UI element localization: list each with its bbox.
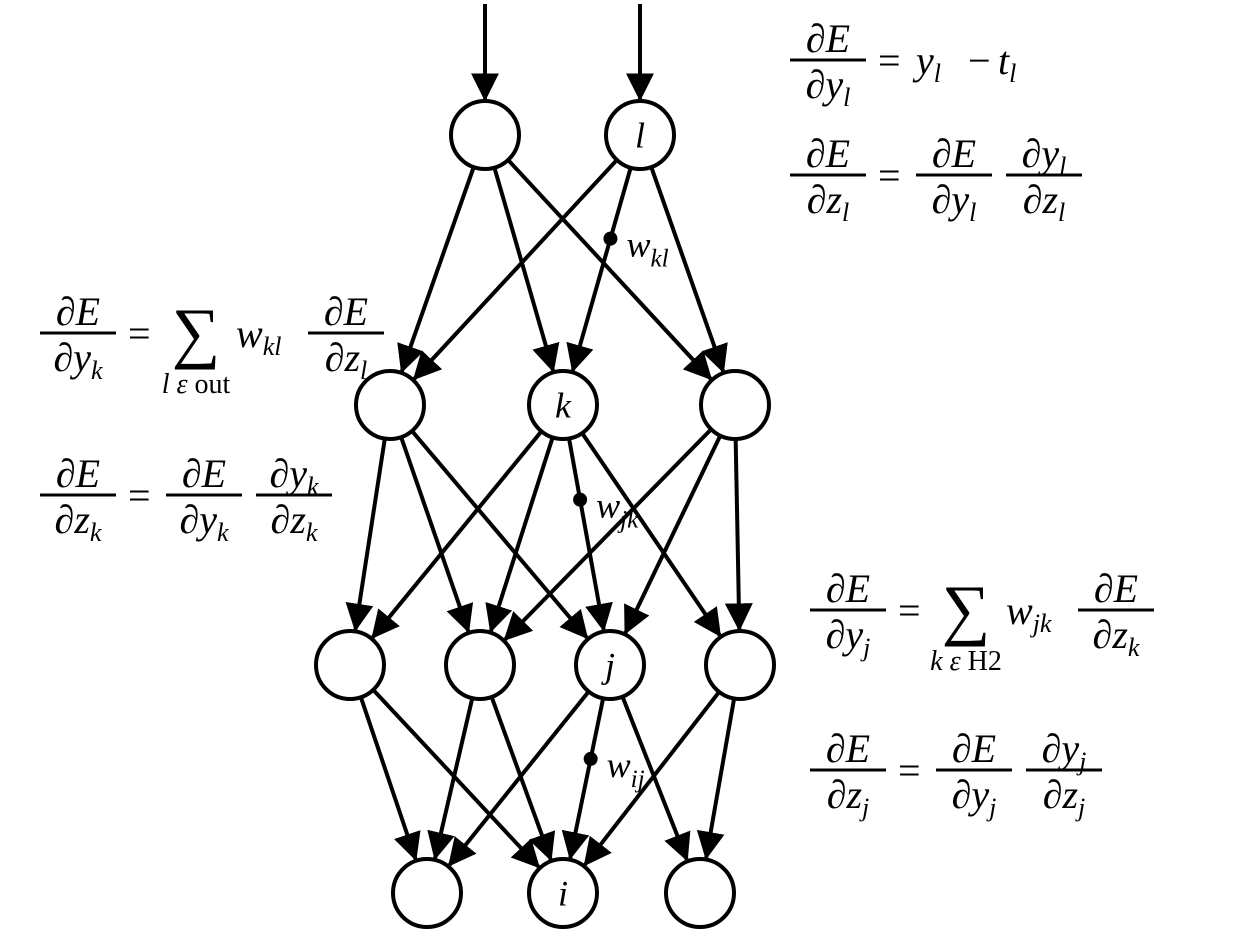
edge	[505, 429, 711, 639]
edge	[373, 690, 538, 867]
svg-text:∑: ∑	[942, 571, 990, 647]
svg-text:−: −	[968, 38, 991, 83]
svg-text:=: =	[898, 748, 921, 793]
svg-text:∂zk: ∂zk	[55, 497, 102, 547]
svg-text:∂E: ∂E	[952, 726, 996, 771]
svg-text:∑: ∑	[172, 294, 220, 370]
svg-text:∂E: ∂E	[806, 16, 850, 61]
edge	[414, 160, 616, 379]
svg-text:=: =	[128, 473, 151, 518]
svg-text:∂E: ∂E	[324, 289, 368, 334]
equation: ∂E∂zk=∂E∂yk∂yk∂zk	[40, 451, 332, 547]
node	[316, 631, 384, 699]
svg-text:l ε out: l ε out	[162, 369, 231, 400]
svg-text:∂yj: ∂yj	[826, 612, 871, 662]
svg-text:∂zl: ∂zl	[807, 177, 850, 227]
svg-text:∂yk: ∂yk	[179, 497, 229, 547]
svg-text:=: =	[128, 311, 151, 356]
svg-text:∂E: ∂E	[806, 131, 850, 176]
edge	[585, 692, 719, 865]
node-label: i	[558, 874, 568, 914]
svg-text:∂E: ∂E	[826, 726, 870, 771]
svg-text:tl: tl	[998, 38, 1016, 88]
svg-text:∂E: ∂E	[1094, 566, 1138, 611]
svg-text:∂E: ∂E	[182, 451, 226, 496]
edge	[373, 431, 542, 637]
equation: ∂E∂zj=∂E∂yj∂yj∂zj	[810, 726, 1102, 822]
svg-text:∂zj: ∂zj	[1043, 772, 1086, 822]
svg-text:∂zk: ∂zk	[1093, 612, 1140, 662]
node-label: l	[635, 116, 645, 156]
edge	[569, 438, 604, 629]
weight-dot	[603, 232, 617, 246]
svg-text:wkl: wkl	[236, 311, 281, 361]
node-label: k	[555, 386, 572, 426]
svg-text:∂E: ∂E	[56, 289, 100, 334]
edge	[736, 439, 740, 629]
svg-text:∂yk: ∂yk	[53, 335, 103, 385]
edge	[361, 697, 416, 859]
svg-text:∂E: ∂E	[932, 131, 976, 176]
node	[666, 859, 734, 927]
svg-text:∂zk: ∂zk	[271, 497, 318, 547]
svg-text:∂E: ∂E	[826, 566, 870, 611]
node	[446, 631, 514, 699]
svg-text:∂zl: ∂zl	[325, 335, 368, 385]
svg-text:=: =	[898, 588, 921, 633]
edge	[450, 692, 589, 865]
equation: ∂E∂yk=∑l ε outwkl∂E∂zl	[40, 289, 384, 400]
node	[393, 859, 461, 927]
svg-text:∂zj: ∂zj	[827, 772, 870, 822]
svg-text:=: =	[878, 38, 901, 83]
weight-label: wkl	[626, 225, 668, 273]
svg-text:=: =	[878, 153, 901, 198]
svg-text:∂yl: ∂yl	[806, 62, 851, 112]
weight-dot	[584, 752, 598, 766]
edge	[706, 698, 734, 857]
svg-text:∂yl: ∂yl	[932, 177, 977, 227]
edge	[355, 439, 384, 630]
svg-text:∂E: ∂E	[56, 451, 100, 496]
edge	[435, 698, 472, 858]
equation: ∂E∂zl=∂E∂yl∂yl∂zl	[790, 131, 1082, 227]
node	[706, 631, 774, 699]
svg-text:wjk: wjk	[1006, 588, 1052, 638]
backprop-diagram: wklwjkwijlkji∂E∂yl=yl−tl∂E∂zl=∂E∂yl∂yl∂z…	[0, 0, 1240, 940]
svg-text:∂yj: ∂yj	[952, 772, 997, 822]
svg-text:k ε H2: k ε H2	[930, 646, 1002, 677]
edge	[402, 167, 474, 371]
equation: ∂E∂yj=∑k ε H2wjk∂E∂zk	[810, 566, 1154, 677]
edge	[582, 433, 720, 635]
svg-text:∂zl: ∂zl	[1023, 177, 1066, 227]
edge	[508, 160, 710, 379]
node	[701, 371, 769, 439]
svg-text:yl: yl	[912, 38, 941, 88]
weight-dot	[573, 493, 587, 507]
edge	[570, 698, 603, 857]
weight-label: wij	[607, 745, 645, 793]
node	[451, 101, 519, 169]
edge	[626, 436, 721, 633]
equation: ∂E∂yl =yl−tl	[790, 16, 1016, 112]
